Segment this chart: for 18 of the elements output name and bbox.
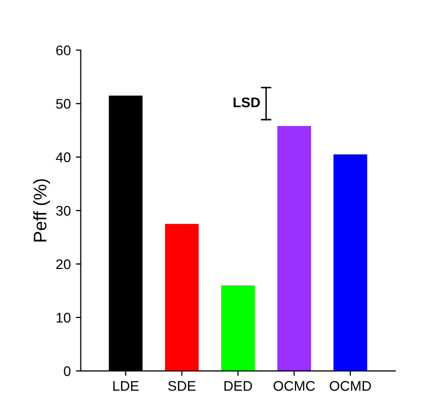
y-tick-label: 30 — [56, 206, 70, 216]
x-tick-label: DED — [224, 381, 252, 391]
y-tick-label: 0 — [64, 366, 70, 376]
y-tick-label: 20 — [56, 259, 70, 270]
x-tick-label: LDE — [113, 381, 139, 391]
y-axis-title: Peff (%) — [33, 179, 50, 242]
y-tick-label: 60 — [56, 45, 70, 56]
x-tick-label: OCMC — [274, 381, 315, 391]
y-tick-label: 40 — [56, 152, 70, 162]
bar — [164, 224, 199, 371]
bar — [333, 154, 368, 371]
y-tick-label: 10 — [56, 312, 70, 323]
bar — [221, 285, 255, 371]
x-tick-label: SDE — [168, 381, 196, 391]
bar — [277, 126, 312, 371]
annotation: LSD — [234, 97, 260, 108]
y-tick-label: 50 — [56, 98, 70, 109]
x-tick-label: OCMD — [330, 381, 371, 391]
